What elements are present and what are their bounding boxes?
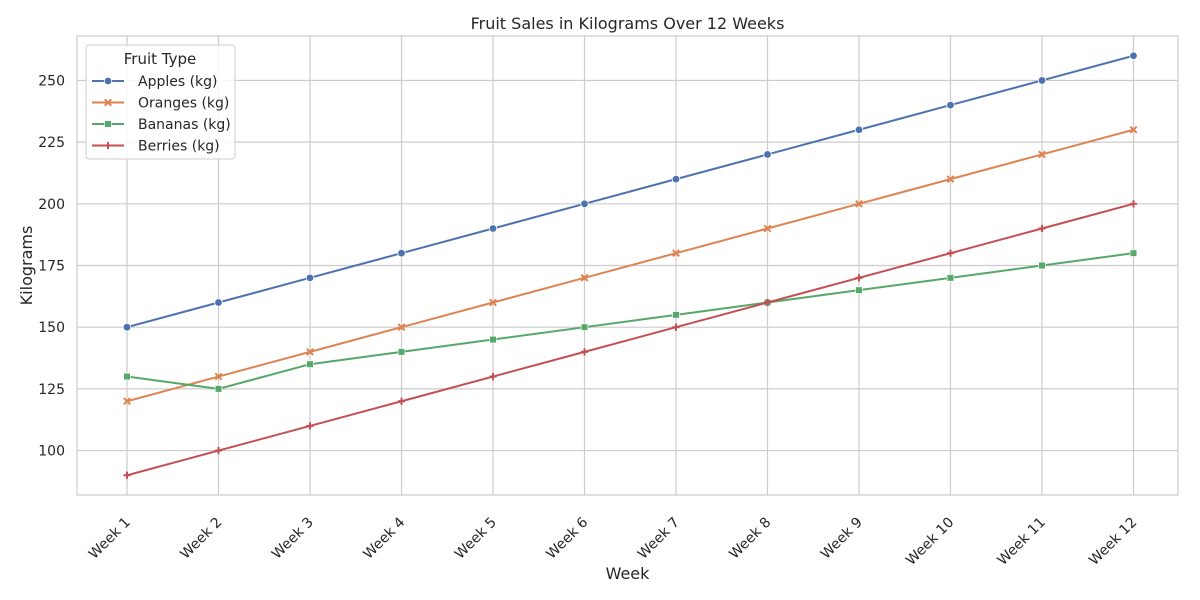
legend-label: Oranges (kg) xyxy=(138,96,229,112)
data-point-bananas-kg xyxy=(306,360,314,368)
series-berries-kg xyxy=(123,200,1138,479)
data-point-apples-kg xyxy=(397,248,406,258)
data-point-oranges-kg xyxy=(855,199,863,208)
data-point-bananas-kg xyxy=(672,311,680,319)
legend-label: Berries (kg) xyxy=(138,139,220,155)
legend-marker xyxy=(104,141,112,150)
data-point-oranges-kg xyxy=(1038,150,1046,159)
data-point-bananas-kg xyxy=(855,286,863,294)
legend-marker xyxy=(104,120,112,128)
plot-frame xyxy=(76,35,1179,496)
marker-stroke xyxy=(489,298,497,307)
data-point-berries-kg xyxy=(214,446,223,455)
series-line-oranges-kg xyxy=(126,128,1134,403)
y-tick-label: 150 xyxy=(38,320,65,336)
data-point-oranges-kg xyxy=(763,224,772,233)
data-point-berries-kg xyxy=(763,298,772,307)
marker-stroke xyxy=(1129,125,1138,134)
legend-item: Bananas (kg) xyxy=(92,117,231,133)
y-tick-label: 200 xyxy=(38,197,65,213)
data-point-berries-kg xyxy=(1129,200,1138,208)
marker-stroke xyxy=(946,175,955,184)
data-point-apples-kg xyxy=(854,125,864,134)
data-point-oranges-kg xyxy=(672,249,680,258)
legend-label: Bananas (kg) xyxy=(138,117,231,133)
legend-marker xyxy=(104,98,112,107)
data-point-berries-kg xyxy=(489,372,497,381)
data-point-bananas-kg xyxy=(1129,249,1138,257)
data-point-oranges-kg xyxy=(1129,125,1138,134)
data-point-bananas-kg xyxy=(1038,261,1046,270)
data-point-bananas-kg xyxy=(489,335,497,344)
data-point-apples-kg xyxy=(1129,51,1138,60)
data-point-apples-kg xyxy=(763,150,772,159)
data-point-bananas-kg xyxy=(214,385,223,393)
series-oranges-kg xyxy=(123,125,1138,406)
data-point-berries-kg xyxy=(580,348,589,356)
marker-stroke xyxy=(214,372,223,381)
marker-stroke xyxy=(855,199,863,208)
data-point-berries-kg xyxy=(855,274,863,282)
data-point-apples-kg xyxy=(488,224,498,233)
legend-item: Berries (kg) xyxy=(92,139,220,155)
data-point-apples-kg xyxy=(1037,76,1047,85)
marker-stroke xyxy=(763,224,772,233)
data-point-apples-kg xyxy=(671,174,681,184)
data-point-oranges-kg xyxy=(397,323,406,332)
legend-item: Oranges (kg) xyxy=(92,96,229,112)
data-point-bananas-kg xyxy=(123,372,131,381)
legend-marker xyxy=(103,76,113,86)
y-axis-title: Kilograms xyxy=(17,226,36,306)
series-layer xyxy=(122,51,1138,479)
data-point-apples-kg xyxy=(214,298,223,307)
legend-item: Apples (kg) xyxy=(92,74,218,90)
data-point-oranges-kg xyxy=(489,298,497,307)
data-point-oranges-kg xyxy=(214,372,223,381)
data-point-apples-kg xyxy=(580,199,589,209)
data-point-berries-kg xyxy=(672,323,680,331)
data-point-berries-kg xyxy=(946,249,955,257)
x-axis-title: Week xyxy=(606,564,651,583)
data-point-berries-kg xyxy=(397,397,406,405)
series-line-apples-kg xyxy=(126,54,1134,329)
marker-stroke xyxy=(123,397,131,406)
data-point-berries-kg xyxy=(306,422,314,430)
data-point-berries-kg xyxy=(123,471,131,479)
data-point-oranges-kg xyxy=(580,273,589,282)
chart-title: Fruit Sales in Kilograms Over 12 Weeks xyxy=(471,14,785,33)
data-point-berries-kg xyxy=(1038,224,1046,233)
data-point-oranges-kg xyxy=(123,397,131,406)
legend: Fruit Type Apples (kg) Oranges (kg) Banana… xyxy=(85,44,236,160)
y-tick-label: 225 xyxy=(38,135,65,151)
data-point-apples-kg xyxy=(305,273,315,283)
data-point-oranges-kg xyxy=(946,175,955,184)
marker-stroke xyxy=(1038,150,1046,159)
y-tick-label: 250 xyxy=(38,73,65,89)
data-point-bananas-kg xyxy=(580,323,589,331)
y-tick-label: 175 xyxy=(38,259,65,275)
marker-stroke xyxy=(672,249,680,258)
data-point-apples-kg xyxy=(946,100,955,110)
series-apples-kg xyxy=(122,51,1138,332)
legend-box xyxy=(85,44,236,160)
y-tick-label: 125 xyxy=(38,382,65,398)
marker-stroke xyxy=(397,323,406,332)
series-line-berries-kg xyxy=(126,202,1134,477)
data-point-bananas-kg xyxy=(946,274,955,282)
data-point-apples-kg xyxy=(122,322,132,332)
legend-title: Fruit Type xyxy=(124,50,196,68)
series-line-bananas-kg xyxy=(126,252,1134,390)
marker-stroke xyxy=(306,347,314,356)
legend-label: Apples (kg) xyxy=(138,74,218,90)
marker-stroke xyxy=(104,98,112,107)
data-point-oranges-kg xyxy=(306,347,314,356)
data-point-bananas-kg xyxy=(397,348,406,356)
marker-stroke xyxy=(580,273,589,282)
y-tick-label: 100 xyxy=(38,444,65,460)
